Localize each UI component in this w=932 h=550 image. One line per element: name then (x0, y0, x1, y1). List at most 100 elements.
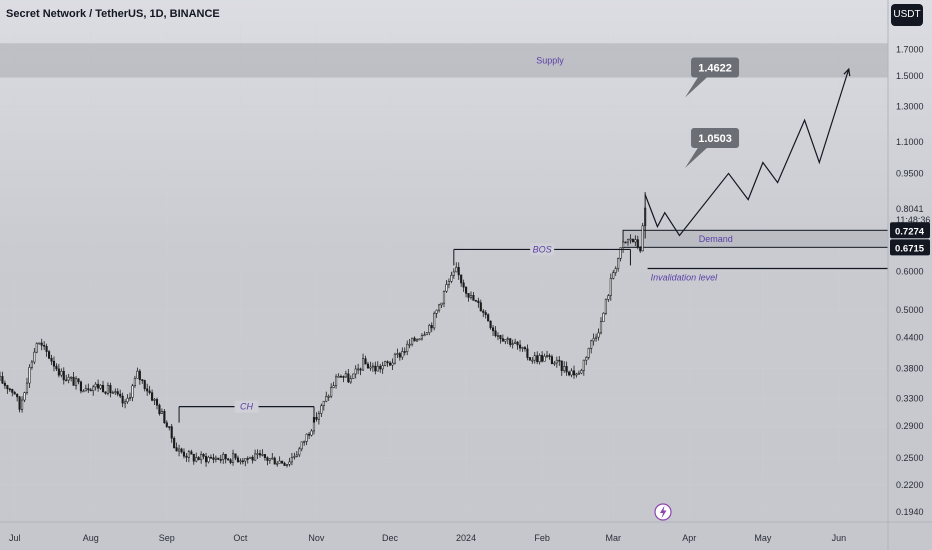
y-tick-label: 0.8041 (896, 204, 924, 214)
candle-body (550, 356, 553, 364)
chart-title: Secret Network / TetherUS, 1D, BINANCE (6, 8, 220, 20)
candle-body (143, 380, 146, 390)
candle-body (25, 382, 29, 393)
candle-body (268, 458, 271, 461)
candle-body (634, 239, 637, 243)
y-tick-label: 0.2900 (896, 421, 924, 431)
candle-body (67, 376, 70, 381)
candle-body (187, 451, 190, 458)
x-tick-label: Aug (83, 533, 99, 543)
candle-body (173, 437, 176, 449)
lightning-icon[interactable] (654, 503, 672, 521)
candle-body (438, 304, 441, 311)
currency-button[interactable]: USDT (891, 4, 923, 26)
y-tick-label: 0.6000 (896, 266, 924, 276)
candle-body (175, 447, 178, 452)
price-label: 0.6715 (895, 243, 925, 254)
x-tick-label: 2024 (456, 533, 476, 543)
candle-body (111, 392, 114, 394)
candle-body (153, 399, 156, 401)
candle-body (315, 417, 318, 420)
candle-body (256, 453, 259, 455)
candle-body (526, 348, 529, 358)
candle-body (489, 320, 492, 329)
candle-body (246, 458, 249, 460)
candle-body (563, 366, 566, 371)
candle-body (168, 426, 171, 428)
candle-body (376, 365, 379, 372)
supply-zone (0, 43, 888, 78)
candle-body (317, 413, 320, 420)
candle-body (195, 457, 198, 462)
candle-body (104, 391, 107, 394)
projection-arrowhead (843, 67, 851, 77)
candle-body (361, 358, 365, 371)
callout-1-box (691, 57, 740, 78)
candle-body (43, 345, 46, 347)
candle-body (398, 353, 401, 358)
candle-body (357, 368, 360, 371)
candle-body (77, 378, 80, 383)
candle-body (354, 368, 357, 375)
candle-body (570, 370, 573, 376)
x-tick-label: Jun (832, 533, 847, 543)
candle-body (548, 355, 551, 357)
candle-body (101, 385, 105, 393)
candle-body (158, 404, 161, 415)
candle-body (94, 383, 97, 388)
candle-body (335, 376, 338, 386)
candle-body (200, 454, 203, 461)
candle-body (590, 340, 593, 349)
candle-body (114, 391, 117, 393)
candle-body (428, 325, 431, 334)
candle-body (636, 239, 639, 248)
grid-lines (0, 28, 888, 522)
candle-body (585, 357, 588, 361)
candle-body (460, 274, 463, 284)
candle-body (214, 457, 217, 460)
demand-label: Demand (699, 234, 733, 244)
candle-body (298, 448, 301, 456)
candle-body (577, 372, 580, 375)
candle-body (163, 410, 166, 424)
candle-body (266, 457, 269, 461)
candle-body (379, 365, 382, 370)
candle-body (131, 385, 134, 398)
x-tick-label: Oct (233, 533, 248, 543)
candle-body (8, 388, 11, 391)
x-tick-label: Apr (682, 533, 696, 543)
candle-body (482, 310, 485, 313)
candle-body (352, 373, 355, 379)
bos-line-label-bg (530, 243, 555, 256)
candle-body (332, 385, 335, 388)
candle-body (13, 392, 16, 395)
levels: CH BOS Invalidation level (178, 243, 888, 423)
y-tick-label: 0.3800 (896, 364, 924, 374)
candle-body (465, 286, 468, 294)
candle-body (492, 327, 495, 332)
candle-body (197, 457, 200, 461)
candle-body (70, 376, 73, 379)
candle-body (21, 399, 24, 410)
candle-body (126, 397, 129, 403)
candle-body (99, 385, 102, 389)
candle-body (204, 456, 208, 463)
candle-body (155, 399, 159, 406)
candle-body (209, 456, 213, 459)
candle-body (82, 390, 85, 393)
candle-body (477, 300, 480, 303)
candle-body (553, 362, 556, 365)
candle-body (30, 361, 33, 368)
candle-body (207, 456, 210, 463)
y-tick-label: 0.5000 (896, 305, 924, 315)
candle-body (281, 460, 284, 464)
candle-body (406, 343, 409, 352)
invalidation-line-label: Invalidation level (651, 273, 719, 283)
candle-body (303, 441, 306, 443)
price-label-bg (890, 222, 930, 239)
candle-body (6, 385, 9, 390)
candle-body (263, 454, 266, 458)
candle-body (325, 396, 328, 402)
candle-body (285, 463, 289, 466)
